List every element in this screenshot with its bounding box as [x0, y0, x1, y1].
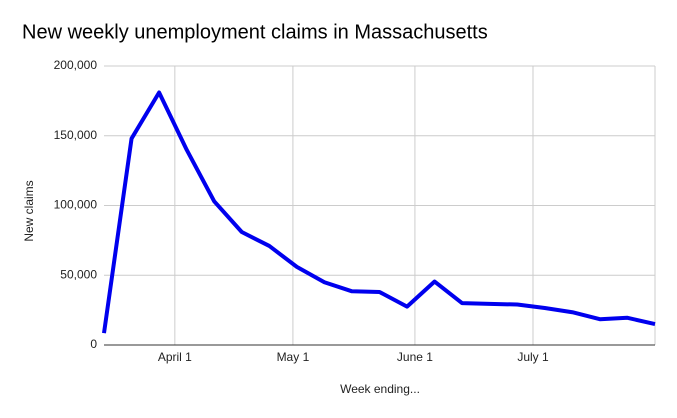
x-tick-label: June 1 [397, 350, 433, 364]
x-tick-label: April 1 [158, 350, 192, 364]
y-tick-label: 0 [90, 337, 97, 351]
y-axis-label: New claims [22, 180, 36, 241]
y-tick-label: 200,000 [54, 58, 98, 72]
chart-title: New weekly unemployment claims in Massac… [22, 21, 488, 43]
x-axis-label: Week ending... [340, 382, 420, 396]
x-tick-label: May 1 [277, 350, 310, 364]
data-line [102, 90, 656, 334]
y-tick-label: 100,000 [54, 198, 98, 212]
x-tick-label: July 1 [517, 350, 549, 364]
y-tick-label: 50,000 [60, 267, 97, 281]
y-tick-label: 150,000 [54, 128, 98, 142]
